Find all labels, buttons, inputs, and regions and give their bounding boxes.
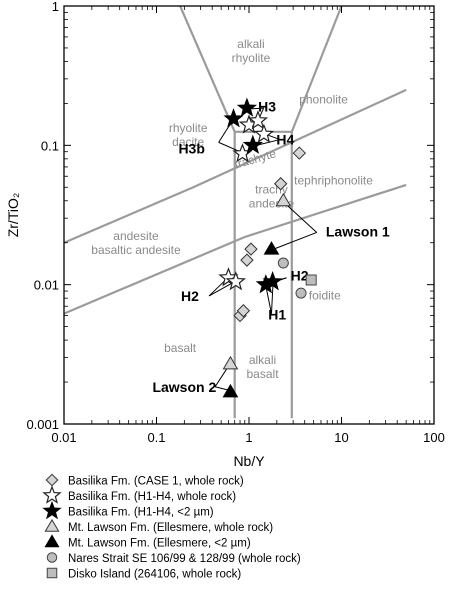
diamond-marker: [292, 146, 307, 160]
annotation-label: H4: [276, 132, 294, 148]
circle-marker: [277, 257, 289, 269]
diamond-marker: [244, 242, 258, 256]
y-tick-label: 0.001: [26, 417, 59, 432]
legend-label: Mt. Lawson Fm. (Ellesmere, whole rock): [68, 522, 273, 534]
annotation-label: H2: [291, 268, 309, 284]
annotation-leader-line: [208, 281, 235, 297]
field-label-line: rhyolite: [232, 51, 271, 65]
annotation-leader-line: [283, 202, 318, 233]
legend-label: Mt. Lawson Fm. (Ellesmere, <2 µm): [68, 538, 251, 550]
open-star-marker: [247, 110, 269, 130]
legend-label: Basilika Fm. (H1-H4, <2 µm): [68, 507, 214, 519]
y-axis-label: Zr/TiO₂: [5, 193, 21, 238]
annotation-label: H3: [258, 98, 276, 114]
annotation-label: H3b: [178, 140, 204, 156]
annotation-leader-line: [218, 141, 241, 153]
legend-label: Basilika Fm. (CASE 1, whole rock): [68, 476, 244, 488]
annotation-leader-line: [251, 107, 264, 110]
filled-star-marker: [262, 271, 283, 291]
open-triangle-marker: [275, 192, 292, 207]
y-tick-label: 0.1: [41, 138, 59, 153]
field-label-line: tephriphonolite: [294, 173, 373, 187]
annotation-label: H1: [268, 307, 286, 323]
field-label-line: basaltic andesite: [91, 243, 181, 257]
open-star-marker: [225, 270, 247, 291]
filled-star-marker: [236, 97, 258, 117]
field-boundary-line: [290, 5, 343, 419]
legend-label: Basilika Fm. (H1-H4, whole rock): [68, 491, 236, 503]
annotation-leader-line: [214, 365, 229, 388]
field-boundaries: [63, 5, 407, 419]
annotation-leader-line: [214, 386, 229, 391]
field-label-line: foidite: [309, 289, 341, 303]
x-axis-label: Nb/Y: [233, 453, 265, 469]
diamond-marker: [273, 177, 288, 191]
annotation-leader-line: [256, 139, 281, 146]
field-label-line: alkali: [249, 353, 276, 367]
filled-star-marker: [242, 134, 263, 154]
field-label: alkali basalt: [247, 353, 280, 381]
filled-triangle-marker: [44, 534, 60, 548]
x-tick-label: 10: [334, 430, 348, 445]
x-tick-label: 0.01: [51, 430, 76, 445]
filled-star-marker: [223, 108, 244, 128]
square-marker: [46, 567, 58, 579]
field-label: foidite: [309, 289, 341, 303]
x-tick-label: 100: [423, 430, 445, 445]
field-label-line: basalt: [247, 367, 280, 381]
annotation-label: Lawson 1: [326, 224, 390, 240]
y-tick-label: 0.01: [34, 278, 59, 293]
circle-marker: [295, 287, 307, 299]
open-star-marker: [253, 123, 275, 143]
annotation-leader-line: [273, 231, 317, 250]
field-label: andesite basaltic andesite: [91, 229, 181, 257]
diamond-marker: [240, 253, 254, 267]
y-tick-label: 1: [52, 0, 59, 14]
field-label-line: andesite: [113, 229, 159, 243]
filled-triangle-marker: [263, 241, 280, 255]
annotation-label: H2: [181, 288, 199, 304]
x-tick-label: 0.1: [147, 430, 165, 445]
field-label: tephriphonolite: [294, 173, 373, 187]
field-label: alkali rhyolite: [232, 37, 271, 65]
diamond-marker: [45, 473, 59, 487]
diamond-marker: [236, 304, 251, 318]
annotation-leader-line: [270, 282, 274, 314]
annotation-leader-line: [265, 285, 272, 314]
field-boundary-line: [179, 5, 236, 419]
field-boundary-line: [63, 183, 407, 315]
data-points: [218, 97, 317, 398]
open-triangle-marker: [44, 518, 60, 532]
square-marker: [305, 274, 317, 286]
field-label-line: rhyolite: [169, 121, 208, 135]
field-label-line: phonolite: [299, 92, 348, 106]
field-label: rhyolite dacite: [169, 121, 208, 149]
filled-star-marker: [42, 500, 62, 520]
open-triangle-marker: [222, 355, 239, 370]
field-label-line: alkali: [237, 37, 264, 51]
field-label-line: basalt: [164, 341, 197, 355]
field-label-line: dacite: [172, 135, 204, 149]
legend: Basilika Fm. (CASE 1, whole rock) Basilik…: [42, 473, 301, 581]
field-label: phonolite: [299, 92, 348, 106]
open-star-marker: [42, 485, 62, 504]
x-tick-label: 1: [245, 430, 252, 445]
filled-triangle-marker: [222, 383, 239, 398]
annotation-label: Lawson 2: [152, 379, 216, 395]
circle-marker: [46, 552, 58, 563]
field-boundary-line: [63, 88, 407, 244]
legend-label: Nares Strait SE 106/99 & 128/99 (whole r…: [68, 553, 301, 565]
legend-label: Disko Island (264106, whole rock): [68, 569, 241, 581]
field-label: basalt: [164, 341, 197, 355]
